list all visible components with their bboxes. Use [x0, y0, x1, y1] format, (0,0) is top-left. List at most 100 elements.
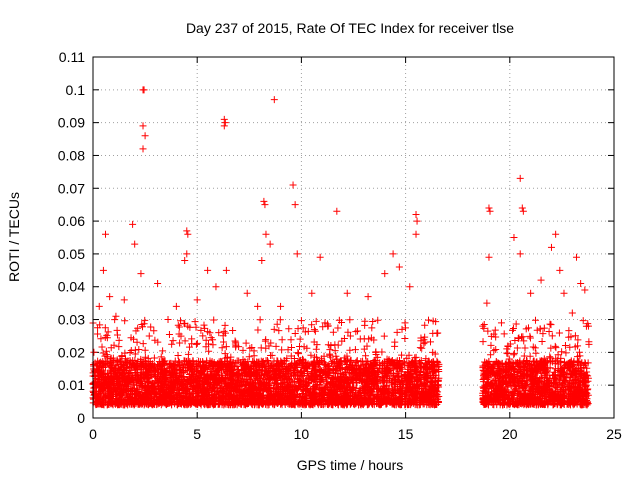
- data-point-dense: [558, 348, 566, 356]
- data-point-dense: [346, 346, 354, 354]
- data-point-dense: [346, 316, 354, 324]
- data-point-dense: [428, 359, 436, 367]
- data-point-dense: [374, 394, 382, 402]
- data-point-dense: [335, 316, 343, 324]
- data-point-dense: [100, 394, 108, 402]
- data-point-dense: [492, 333, 500, 341]
- data-point-dense: [279, 397, 287, 405]
- data-point-dense: [405, 375, 413, 383]
- data-point-dense: [209, 365, 217, 373]
- data-point-dense: [167, 387, 175, 395]
- data-point-dense: [388, 390, 396, 398]
- data-point-dense: [110, 381, 118, 389]
- data-point-dense: [97, 358, 105, 366]
- data-point-dense: [337, 373, 345, 381]
- data-point-dense: [334, 360, 342, 368]
- data-point-dense: [291, 330, 299, 338]
- data-point-dense: [346, 332, 354, 340]
- data-point-dense: [298, 359, 306, 367]
- data-point-dense: [351, 346, 359, 354]
- data-point-dense: [339, 384, 347, 392]
- data-point-dense: [332, 398, 340, 406]
- data-point-dense: [248, 344, 256, 352]
- data-point-dense: [379, 382, 387, 390]
- data-point-dense: [282, 373, 290, 381]
- data-point-dense: [187, 394, 195, 402]
- data-point-dense: [310, 398, 318, 406]
- data-point-dense: [157, 353, 165, 361]
- data-point-dense: [352, 389, 360, 397]
- data-point-dense: [423, 369, 431, 377]
- data-point-dense: [105, 400, 113, 408]
- data-point-dense: [403, 354, 411, 362]
- data-point-dense: [356, 400, 364, 408]
- data-point-dense: [310, 365, 318, 373]
- data-point-dense: [235, 382, 243, 390]
- data-point-dense: [121, 357, 129, 365]
- data-point-dense: [93, 362, 101, 370]
- data-point-dense: [154, 368, 162, 376]
- data-point-dense: [134, 324, 142, 332]
- data-point-dense: [430, 386, 438, 394]
- data-point-dense: [321, 359, 329, 367]
- data-point-dense: [363, 401, 371, 409]
- data-point-dense: [327, 378, 335, 386]
- data-point-dense: [562, 349, 570, 357]
- data-point-dense: [133, 338, 141, 346]
- data-point-dense: [114, 358, 122, 366]
- data-point-dense: [309, 396, 317, 404]
- data-point-dense: [115, 378, 123, 386]
- data-point-dense: [186, 323, 194, 331]
- data-point-dense: [368, 324, 376, 332]
- data-point-dense: [212, 372, 220, 380]
- data-point-dense: [334, 390, 342, 398]
- data-point-dense: [157, 394, 165, 402]
- data-point-dense: [251, 399, 259, 407]
- data-point-dense: [429, 317, 437, 325]
- data-point-dense: [241, 395, 249, 403]
- data-point-dense: [241, 372, 249, 380]
- data-point-dense: [296, 335, 304, 343]
- data-point-dense: [125, 368, 133, 376]
- data-point-dense: [393, 328, 401, 336]
- data-point-dense: [355, 395, 363, 403]
- data-point-dense: [150, 370, 158, 378]
- data-point-dense: [242, 365, 250, 373]
- data-point-dense: [391, 389, 399, 397]
- data-point-dense: [385, 384, 393, 392]
- data-point-dense: [368, 388, 376, 396]
- data-point-dense: [278, 346, 286, 354]
- data-point-dense: [299, 385, 307, 393]
- data-point-dense: [196, 358, 204, 366]
- y-tick-label: 0.08: [58, 147, 85, 163]
- data-point-dense: [214, 359, 222, 367]
- data-point-dense: [203, 358, 211, 366]
- data-point-dense: [402, 393, 410, 401]
- data-point-dense: [166, 394, 174, 402]
- data-point-dense: [551, 342, 559, 350]
- data-point-dense: [302, 359, 310, 367]
- data-point-dense: [310, 357, 318, 365]
- data-point-dense: [207, 384, 215, 392]
- data-point-dense: [96, 321, 104, 329]
- data-point-dense: [434, 329, 442, 337]
- data-point-dense: [189, 358, 197, 366]
- data-point-dense: [433, 400, 441, 408]
- data-point-dense: [433, 393, 441, 401]
- data-point-dense: [186, 359, 194, 367]
- data-point-dense: [256, 316, 264, 324]
- data-point-dense: [334, 373, 342, 381]
- data-point-dense: [420, 379, 428, 387]
- data-point-dense: [190, 376, 198, 384]
- data-point-dense: [413, 401, 421, 409]
- data-point-dense: [255, 395, 263, 403]
- data-point-dense: [260, 361, 268, 369]
- data-point-dense: [202, 343, 210, 351]
- data-point-dense: [239, 346, 247, 354]
- data-point-dense: [320, 360, 328, 368]
- data-point-dense: [226, 362, 234, 370]
- data-point-dense: [158, 382, 166, 390]
- data-point-dense: [284, 367, 292, 375]
- data-point-dense: [324, 322, 332, 330]
- data-point-dense: [378, 348, 386, 356]
